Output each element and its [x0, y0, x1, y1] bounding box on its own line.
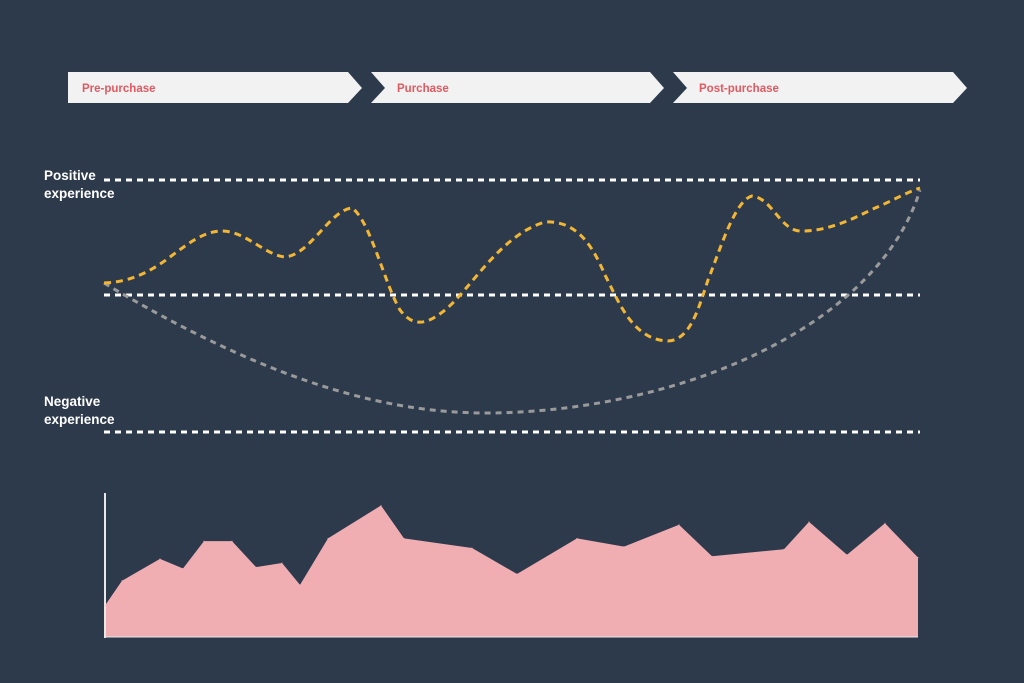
area-point [403, 537, 405, 539]
area-point [231, 540, 233, 542]
area-point [846, 554, 848, 556]
area-point [917, 557, 919, 558]
area-point [159, 558, 161, 560]
stage-bar: Pre-purchase Purchase Post-purchase [68, 72, 967, 103]
area-point [516, 573, 518, 575]
area-point [783, 548, 785, 550]
stage-post-purchase-chevron [673, 72, 967, 103]
area-point [711, 555, 713, 557]
area-point [299, 584, 301, 586]
negative-experience-label: Negative experience [44, 394, 115, 427]
area-point [576, 537, 578, 539]
area-point [255, 566, 257, 568]
area-point [121, 580, 123, 582]
area-point [808, 521, 810, 523]
area-chart [104, 493, 919, 638]
negative-label-line1: Negative [44, 394, 101, 409]
positive-experience-label: Positive experience [44, 168, 115, 201]
area-point [281, 562, 283, 564]
stage-pre-purchase-chevron [68, 72, 362, 103]
stage-pre-purchase: Pre-purchase [68, 72, 362, 103]
stage-post-purchase: Post-purchase [673, 72, 967, 103]
stage-pre-purchase-label: Pre-purchase [82, 83, 156, 95]
area-point [678, 524, 680, 526]
experience-curve [103, 186, 921, 343]
area-series [105, 505, 918, 637]
area-point [623, 546, 625, 548]
positive-label-line2: experience [44, 186, 115, 201]
stage-post-purchase-label: Post-purchase [699, 83, 779, 95]
area-point [884, 522, 886, 524]
positive-label-line1: Positive [44, 168, 96, 183]
area-point [182, 568, 184, 569]
expectation-curve [103, 189, 922, 415]
area-point [203, 540, 205, 542]
area-point [327, 537, 329, 539]
stage-purchase-label: Purchase [397, 83, 449, 95]
stage-purchase: Purchase [371, 72, 664, 103]
stage-purchase-chevron [371, 72, 664, 103]
area-point [104, 605, 106, 606]
area-point [471, 547, 473, 549]
area-point [380, 505, 382, 506]
negative-label-line2: experience [44, 412, 115, 427]
